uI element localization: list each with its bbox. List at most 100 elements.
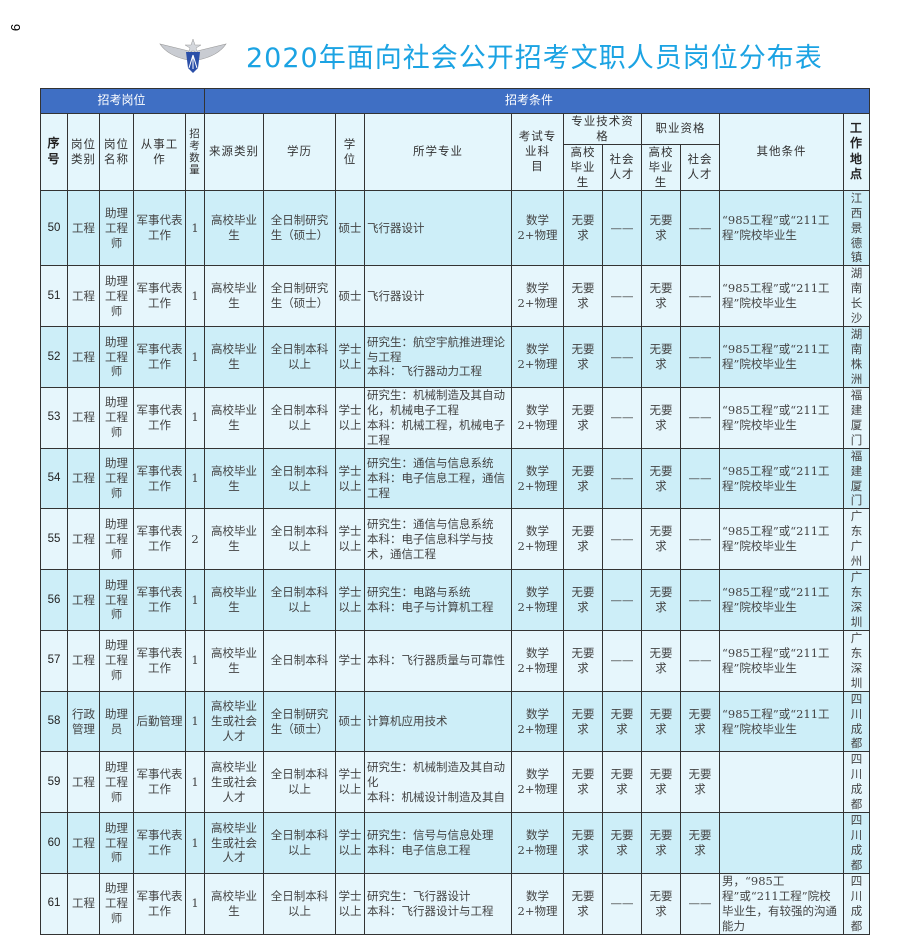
cell-location: 广东深圳	[842, 569, 871, 631]
cell-degree: 学士以上	[335, 751, 365, 814]
cell-exam: 数学2+物理	[511, 872, 564, 935]
cell-name: 助理工程师	[99, 751, 134, 814]
cell-name: 助理工程师	[99, 189, 134, 267]
cell-count: 1	[185, 265, 205, 328]
cell-major: 研究生：信号与信息处理 本科：电子信息工程	[364, 812, 512, 874]
cell-name: 助理工程师	[99, 569, 134, 631]
cell-location: 湖南长沙	[842, 265, 871, 328]
cell-seq: 59	[40, 751, 68, 814]
cell-category: 工程	[67, 872, 100, 935]
cell-tech-social: ——	[602, 569, 642, 631]
cell-category: 工程	[67, 265, 100, 328]
cell-education: 全日制本科以上	[263, 386, 336, 449]
table-row: 56 工程 助理工程师 军事代表工作 1 高校毕业生 全日制本科以上 学士以上 研究生：电路与系…	[40, 569, 871, 631]
cell-exam: 数学2+物理	[511, 569, 564, 631]
cell-seq: 60	[40, 812, 68, 874]
cell-seq: 56	[40, 569, 68, 631]
col-job-grad: 高校毕业生	[641, 143, 681, 191]
cell-source: 高校毕业生或社会人才	[204, 751, 264, 814]
cell-category: 工程	[67, 569, 100, 631]
cell-tech-grad: 无要求	[563, 751, 603, 814]
cell-major: 研究生：通信与信息系统 本科：电子信息工程，通信工程	[364, 447, 512, 510]
cell-tech-grad: 无要求	[563, 569, 603, 631]
cell-location: 福建厦门	[842, 447, 871, 510]
cell-major: 研究生：通信与信息系统 本科：电子信息科学与技术，通信工程	[364, 508, 512, 571]
page-title: 2020年面向社会公开招考文职人员岗位分布表	[246, 43, 823, 74]
cell-job-social: 无要求	[680, 690, 720, 753]
cell-work: 军事代表工作	[133, 751, 186, 814]
col-tech-qual: 专业技术资格	[563, 113, 642, 145]
cell-name: 助理工程师	[99, 872, 134, 935]
col-job-social: 社会人才	[680, 143, 720, 191]
cell-category: 行政管理	[67, 690, 100, 753]
cell-source: 高校毕业生	[204, 265, 264, 328]
cell-category: 工程	[67, 508, 100, 571]
cell-exam: 数学2+物理	[511, 386, 564, 449]
cell-count: 1	[185, 447, 205, 510]
cell-job-grad: 无要求	[641, 751, 681, 814]
cell-exam: 数学2+物理	[511, 326, 564, 388]
cell-work: 军事代表工作	[133, 569, 186, 631]
cell-category: 工程	[67, 812, 100, 874]
cell-education: 全日制本科以上	[263, 872, 336, 935]
cell-other: 男，“985工程”或“211工程”院校毕业生，有较强的沟通能力	[719, 872, 844, 935]
cell-category: 工程	[67, 447, 100, 510]
cell-degree: 硕士	[335, 690, 365, 753]
cell-tech-social: ——	[602, 872, 642, 935]
cell-major: 飞行器设计	[364, 265, 512, 328]
cell-count: 1	[185, 189, 205, 267]
cell-source: 高校毕业生	[204, 629, 264, 692]
cell-location: 四川成都	[842, 690, 871, 753]
col-count: 招考数量	[185, 113, 205, 191]
cell-count: 1	[185, 326, 205, 388]
cell-seq: 51	[40, 265, 68, 328]
cell-seq: 61	[40, 872, 68, 935]
cell-degree: 学士以上	[335, 812, 365, 874]
table-row: 52 工程 助理工程师 军事代表工作 1 高校毕业生 全日制本科以上 学士以上 研究生：航空宇航…	[40, 326, 871, 388]
cell-name: 助理工程师	[99, 629, 134, 692]
cell-tech-grad: 无要求	[563, 386, 603, 449]
page-number: 9	[8, 23, 24, 32]
cell-location: 福建厦门	[842, 386, 871, 449]
cell-exam: 数学2+物理	[511, 690, 564, 753]
cell-work: 军事代表工作	[133, 386, 186, 449]
cell-job-social: ——	[680, 447, 720, 510]
cell-exam: 数学2+物理	[511, 447, 564, 510]
group-header-position: 招考岗位	[40, 88, 205, 114]
cell-other: “985工程”或“211工程”院校毕业生	[719, 508, 844, 571]
cell-major: 研究生：航空宇航推进理论与工程 本科：飞行器动力工程	[364, 326, 512, 388]
cell-job-grad: 无要求	[641, 386, 681, 449]
cell-name: 助理工程师	[99, 265, 134, 328]
air-force-wings-emblem-icon	[159, 38, 227, 73]
cell-work: 后勤管理	[133, 690, 186, 753]
cell-tech-grad: 无要求	[563, 447, 603, 510]
cell-location: 江西景德镇	[842, 189, 871, 267]
cell-category: 工程	[67, 751, 100, 814]
cell-job-social: ——	[680, 569, 720, 631]
cell-other: “985工程”或“211工程”院校毕业生	[719, 189, 844, 267]
cell-work: 军事代表工作	[133, 508, 186, 571]
table-row: 54 工程 助理工程师 军事代表工作 1 高校毕业生 全日制本科以上 学士以上 研究生：通信与信…	[40, 447, 871, 510]
cell-job-social: ——	[680, 508, 720, 571]
cell-degree: 学士	[335, 629, 365, 692]
cell-job-social: ——	[680, 386, 720, 449]
cell-exam: 数学2+物理	[511, 189, 564, 267]
cell-source: 高校毕业生或社会人才	[204, 690, 264, 753]
cell-location: 广东深圳	[842, 629, 871, 692]
col-major: 所学专业	[364, 113, 512, 191]
cell-location: 广东广州	[842, 508, 871, 571]
cell-seq: 52	[40, 326, 68, 388]
cell-tech-grad: 无要求	[563, 189, 603, 267]
cell-education: 全日制本科以上	[263, 812, 336, 874]
cell-work: 军事代表工作	[133, 872, 186, 935]
cell-tech-social: 无要求	[602, 751, 642, 814]
cell-job-grad: 无要求	[641, 508, 681, 571]
table-row: 55 工程 助理工程师 军事代表工作 2 高校毕业生 全日制本科以上 学士以上 研究生：通信与信…	[40, 508, 871, 571]
cell-tech-social: ——	[602, 629, 642, 692]
cell-job-social: ——	[680, 189, 720, 267]
cell-tech-grad: 无要求	[563, 872, 603, 935]
cell-education: 全日制本科以上	[263, 447, 336, 510]
cell-work: 军事代表工作	[133, 326, 186, 388]
cell-exam: 数学2+物理	[511, 751, 564, 814]
cell-category: 工程	[67, 326, 100, 388]
